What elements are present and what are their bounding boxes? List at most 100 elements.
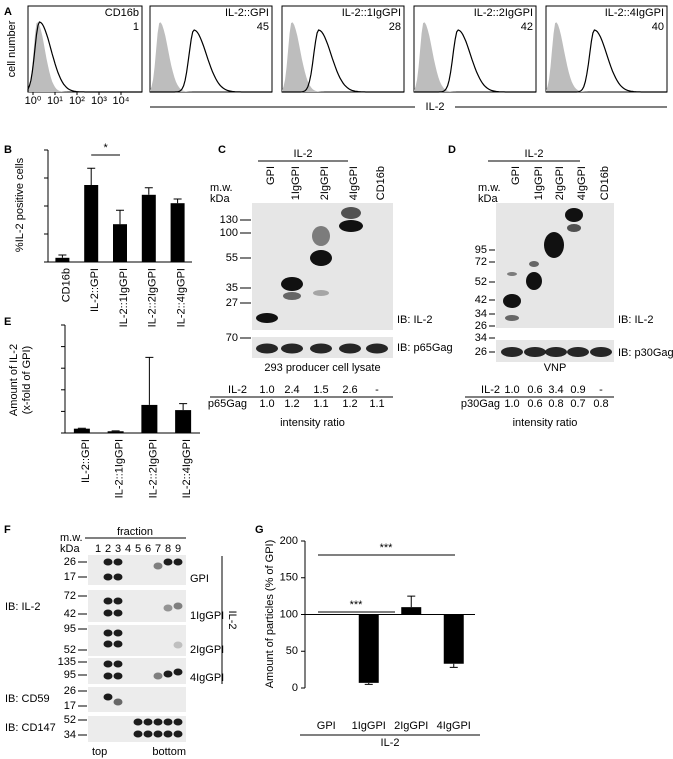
histogram-sample: [27, 21, 142, 93]
x-tick-label: 10⁰: [25, 95, 42, 107]
histogram-control: [414, 22, 536, 92]
band: [339, 343, 361, 354]
x-tick-label: IL-2::2IgGPI: [147, 439, 159, 498]
ratio-row-label: IL-2: [228, 384, 247, 396]
blot: [252, 203, 393, 330]
error-bar: [407, 595, 416, 608]
ratio-row-label: p65Gag: [208, 398, 247, 410]
histogram-control: [282, 22, 404, 92]
histogram-value: 45: [257, 21, 269, 33]
mw-marker: 34: [64, 729, 76, 741]
band: [503, 294, 521, 308]
band: [310, 343, 332, 354]
blot-label: IB: CD147: [5, 722, 56, 734]
error-bar: [179, 403, 188, 411]
bar: [84, 185, 99, 262]
mw-marker: 26: [475, 346, 487, 358]
histogram-value: 42: [521, 21, 533, 33]
band: [281, 343, 303, 354]
fraction-number: 6: [145, 543, 151, 555]
band: [143, 730, 153, 738]
blot: [88, 687, 186, 712]
band: [113, 573, 123, 581]
histogram-control: [28, 22, 142, 92]
x-tick-label: 10²: [69, 95, 85, 107]
band: [103, 629, 113, 637]
blot: [496, 203, 614, 328]
ratio-value: -: [599, 384, 603, 396]
band: [163, 604, 173, 612]
y-axis-label: cell number: [6, 20, 18, 77]
histogram-title: IL-2::4IgGPI: [605, 7, 664, 19]
blot-footer: intensity ratio: [513, 417, 578, 429]
mw-marker: 130: [220, 214, 238, 226]
histogram-sample: [150, 29, 272, 93]
band: [173, 718, 183, 726]
bar: [107, 431, 124, 433]
error-bar: [449, 663, 458, 668]
ratio-value: -: [375, 384, 379, 396]
ratio-row-label: p30Gag: [461, 398, 500, 410]
mw-marker: 95: [64, 623, 76, 635]
histogram-value: 28: [389, 21, 401, 33]
lane-label: 1IgGPI: [290, 166, 302, 200]
end-label: bottom: [152, 746, 186, 758]
x-tick-label: 10¹: [47, 95, 63, 107]
ratio-value: 1.0: [504, 398, 519, 410]
band: [163, 670, 173, 678]
bar: [55, 257, 70, 262]
mw-marker: 35: [226, 282, 238, 294]
mw-marker: 52: [475, 276, 487, 288]
ratio-value: 2.4: [284, 384, 299, 396]
bar: [141, 404, 158, 433]
bar: [401, 607, 422, 615]
panel-letter: B: [4, 144, 12, 156]
band: [163, 730, 173, 738]
ratio-value: 0.9: [570, 384, 585, 396]
y-axis-label: %IL-2 positive cells: [14, 157, 26, 252]
histogram-title: IL-2::GPI: [225, 7, 269, 19]
blot-label: IB: IL-2: [5, 601, 40, 613]
mw-marker: 17: [64, 571, 76, 583]
row-label: 4IgGPI: [190, 672, 224, 684]
significance: ***: [380, 542, 394, 554]
ratio-value: 1.0: [259, 384, 274, 396]
histogram-sample: [414, 29, 536, 93]
lane-label: 4IgGPI: [576, 166, 588, 200]
mw-marker: 100: [220, 227, 238, 239]
mw-marker: 26: [475, 320, 487, 332]
blot-header: IL-2: [525, 148, 544, 160]
lane-label: GPI: [265, 166, 277, 185]
x-tick-label: IL-2::4IgGPI: [181, 439, 193, 498]
blot: [88, 555, 186, 585]
band: [103, 573, 113, 581]
error-bar: [58, 254, 67, 258]
ratio-value: 0.6: [527, 384, 542, 396]
mw-label: m.w.: [478, 182, 501, 194]
ratio-value: 1.2: [342, 398, 357, 410]
mw-marker: 55: [226, 252, 238, 264]
y-tick-label: 100: [280, 608, 298, 620]
blot-label: IB: IL-2: [397, 314, 432, 326]
band: [143, 718, 153, 726]
x-tick-label: 10³: [91, 95, 107, 107]
band: [133, 718, 143, 726]
band: [310, 250, 332, 266]
band: [163, 718, 173, 726]
band: [313, 290, 329, 296]
ratio-value: 0.6: [527, 398, 542, 410]
band: [153, 672, 163, 680]
significance: ***: [350, 599, 364, 611]
blot: [88, 658, 186, 684]
mw-marker: 42: [64, 608, 76, 620]
x-tick-label: IL-2::1IgGPI: [118, 268, 130, 327]
ratio-value: 2.6: [342, 384, 357, 396]
mw-marker: 26: [64, 556, 76, 568]
band: [113, 660, 123, 668]
bar: [175, 410, 192, 433]
row-label: GPI: [190, 573, 209, 585]
panel-letter: E: [4, 316, 11, 328]
error-bar: [173, 198, 182, 204]
lane-label: 2IgGPI: [554, 166, 566, 200]
band: [173, 668, 183, 676]
